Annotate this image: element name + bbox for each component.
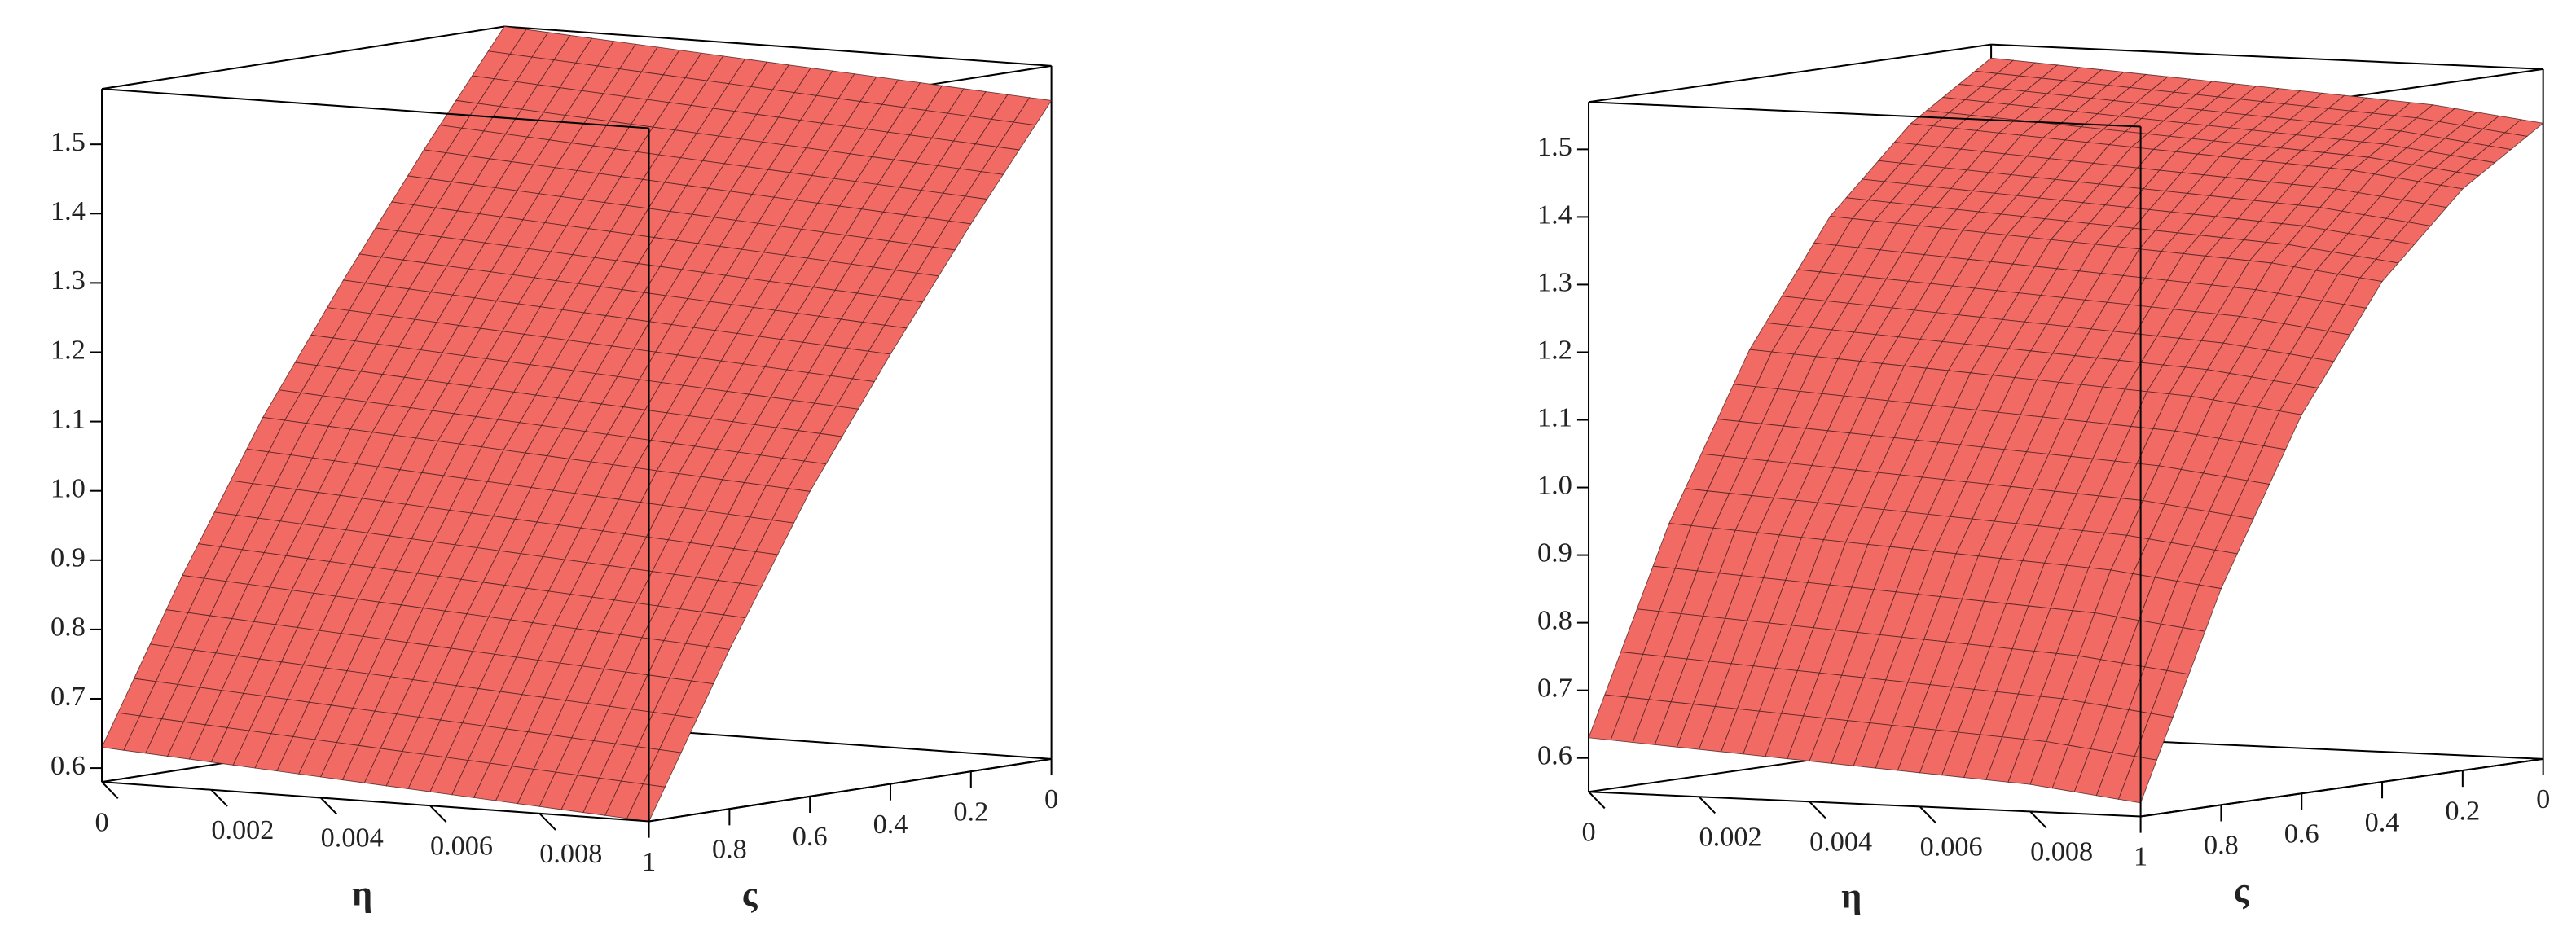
y-axis-label: ς bbox=[2234, 870, 2250, 911]
z-tick-label: 0.9 bbox=[1537, 537, 1572, 568]
z-tick-label: 0.7 bbox=[51, 681, 86, 712]
x-tick-label: 0.008 bbox=[2030, 836, 2093, 867]
z-tick-label: 1.3 bbox=[1537, 266, 1572, 297]
y-tick-label: 0.2 bbox=[953, 796, 988, 827]
x-tick-label: 0.002 bbox=[211, 814, 274, 845]
box-edge bbox=[1991, 43, 2543, 70]
x-tick bbox=[1919, 805, 1937, 824]
y-tick-label: 1 bbox=[2134, 841, 2147, 872]
z-tick-label: 1.1 bbox=[51, 403, 86, 434]
y-tick-label: 0.4 bbox=[873, 809, 908, 840]
z-tick-label: 1.5 bbox=[1537, 131, 1572, 162]
z-tick-label: 1.2 bbox=[51, 334, 86, 365]
box-edge bbox=[1588, 101, 2141, 128]
x-tick-label: 0.002 bbox=[1699, 822, 1762, 853]
y-tick-label: 0.8 bbox=[2204, 830, 2239, 861]
plot: 0.6 0.7 0.8 0.9 1.0 1.1 1.2 1.3 1.4 1.5 0 0.002 0.00… bbox=[1537, 43, 2550, 915]
x-tick bbox=[538, 813, 556, 831]
z-tick-label: 0.8 bbox=[1537, 604, 1572, 635]
z-tick-label: 1.0 bbox=[1537, 469, 1572, 500]
x-tick-label: 0.006 bbox=[430, 830, 493, 861]
x-tick bbox=[1698, 796, 1717, 814]
x-tick-label: 0 bbox=[1581, 816, 1595, 847]
y-tick-label: 0.6 bbox=[2284, 819, 2319, 849]
x-axis-label: η bbox=[1841, 875, 1862, 915]
x-tick bbox=[1588, 791, 1606, 810]
y-tick-label: 0 bbox=[1044, 783, 1058, 814]
x-tick bbox=[429, 805, 447, 823]
x-tick-label: 0.004 bbox=[321, 823, 384, 854]
z-tick-label: 0.7 bbox=[1537, 673, 1572, 704]
z-tick-label: 0.6 bbox=[51, 750, 86, 781]
x-tick-label: 0 bbox=[95, 806, 108, 837]
y-tick-label: 0.2 bbox=[2445, 795, 2480, 826]
z-tick-label: 1.2 bbox=[1537, 334, 1572, 365]
x-tick-label: 0.008 bbox=[539, 838, 602, 869]
y-tick-label: 0 bbox=[2536, 783, 2550, 814]
z-tick-label: 1.5 bbox=[51, 126, 86, 157]
z-tick-label: 1.4 bbox=[1537, 199, 1572, 230]
box-edge bbox=[1588, 43, 1992, 103]
x-tick bbox=[319, 797, 338, 815]
z-tick-label: 1.4 bbox=[51, 195, 86, 226]
x-tick bbox=[101, 781, 119, 799]
y-axis-label: ς bbox=[742, 873, 758, 914]
z-tick-label: 0.6 bbox=[1537, 740, 1572, 771]
z-tick-label: 1.1 bbox=[1537, 402, 1572, 432]
z-tick-label: 0.8 bbox=[51, 612, 86, 643]
z-tick-label: 0.9 bbox=[51, 542, 86, 573]
box-edge bbox=[504, 25, 1052, 67]
x-tick bbox=[1809, 801, 1826, 819]
box-edge bbox=[648, 757, 1052, 823]
z-tick-label: 1.3 bbox=[51, 265, 86, 296]
x-tick-label: 0.004 bbox=[1809, 827, 1872, 858]
y-tick-label: 1 bbox=[642, 846, 656, 877]
x-tick bbox=[210, 789, 228, 807]
y-tick-label: 0.6 bbox=[793, 821, 828, 852]
y-tick-label: 0.8 bbox=[712, 833, 747, 864]
x-axis-label: η bbox=[352, 872, 372, 913]
box-edge bbox=[101, 88, 649, 129]
plot: 0.6 0.7 0.8 0.9 1.0 1.1 1.2 1.3 1.4 1.5 0 0.002 0.00… bbox=[51, 25, 1058, 914]
z-tick-label: 1.0 bbox=[51, 473, 86, 504]
box-edge bbox=[101, 25, 505, 90]
x-tick-label: 0.006 bbox=[1920, 832, 1983, 862]
box-edge bbox=[2140, 757, 2543, 818]
x-tick bbox=[2029, 810, 2047, 829]
box-edge bbox=[1588, 791, 2141, 818]
y-tick-label: 0.4 bbox=[2365, 806, 2400, 837]
box-edge bbox=[101, 781, 649, 823]
